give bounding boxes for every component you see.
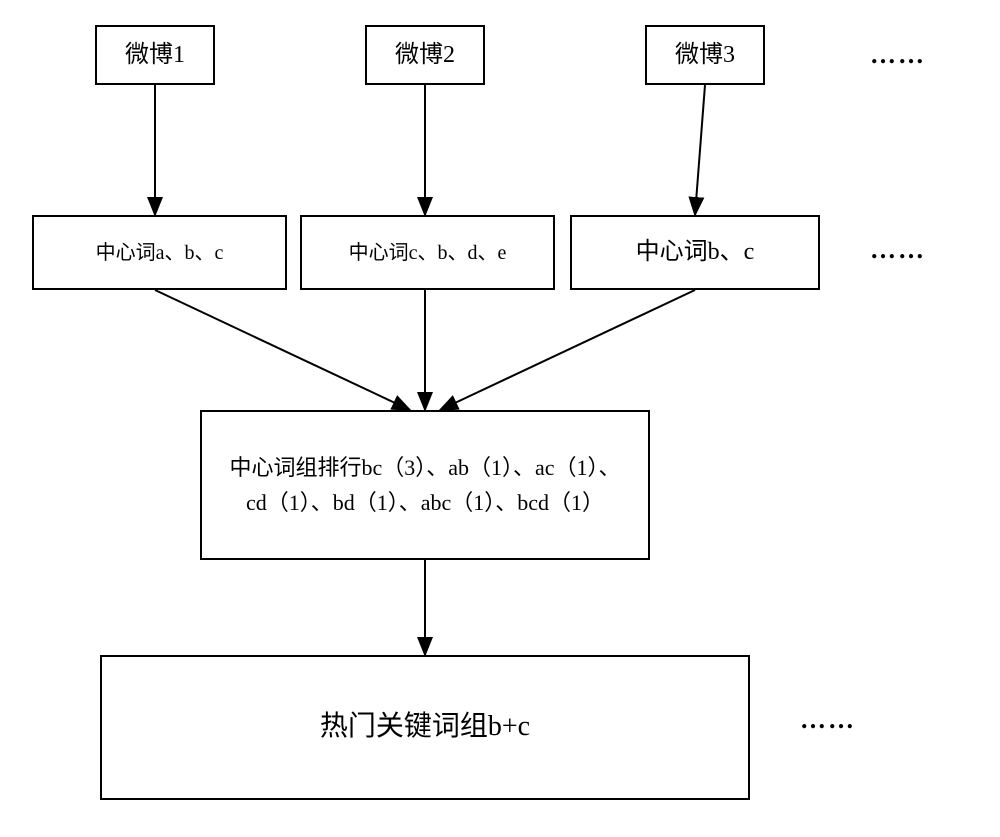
weibo3-box: 微博3 (645, 25, 765, 85)
weibo3-label: 微博3 (675, 36, 735, 74)
center3-box: 中心词b、c (570, 215, 820, 290)
ellipsis-row4: …… (800, 705, 856, 735)
ranking-box: 中心词组排行bc（3）、ab（1）、ac（1）、cd（1）、bd（1）、abc（… (200, 410, 650, 560)
center2-label: 中心词c、b、d、e (349, 237, 507, 269)
ellipsis-row1: …… (870, 40, 926, 70)
center1-box: 中心词a、b、c (32, 215, 287, 290)
center3-label: 中心词b、c (636, 233, 755, 271)
hot-label: 热门关键词组b+c (320, 705, 530, 750)
ellipsis-row2: …… (870, 235, 926, 265)
weibo1-label: 微博1 (125, 36, 185, 74)
center1-label: 中心词a、b、c (96, 237, 224, 269)
ranking-label: 中心词组排行bc（3）、ab（1）、ac（1）、cd（1）、bd（1）、abc（… (222, 450, 628, 520)
hot-box: 热门关键词组b+c (100, 655, 750, 800)
center2-box: 中心词c、b、d、e (300, 215, 555, 290)
weibo1-box: 微博1 (95, 25, 215, 85)
weibo2-label: 微博2 (395, 36, 455, 74)
weibo2-box: 微博2 (365, 25, 485, 85)
